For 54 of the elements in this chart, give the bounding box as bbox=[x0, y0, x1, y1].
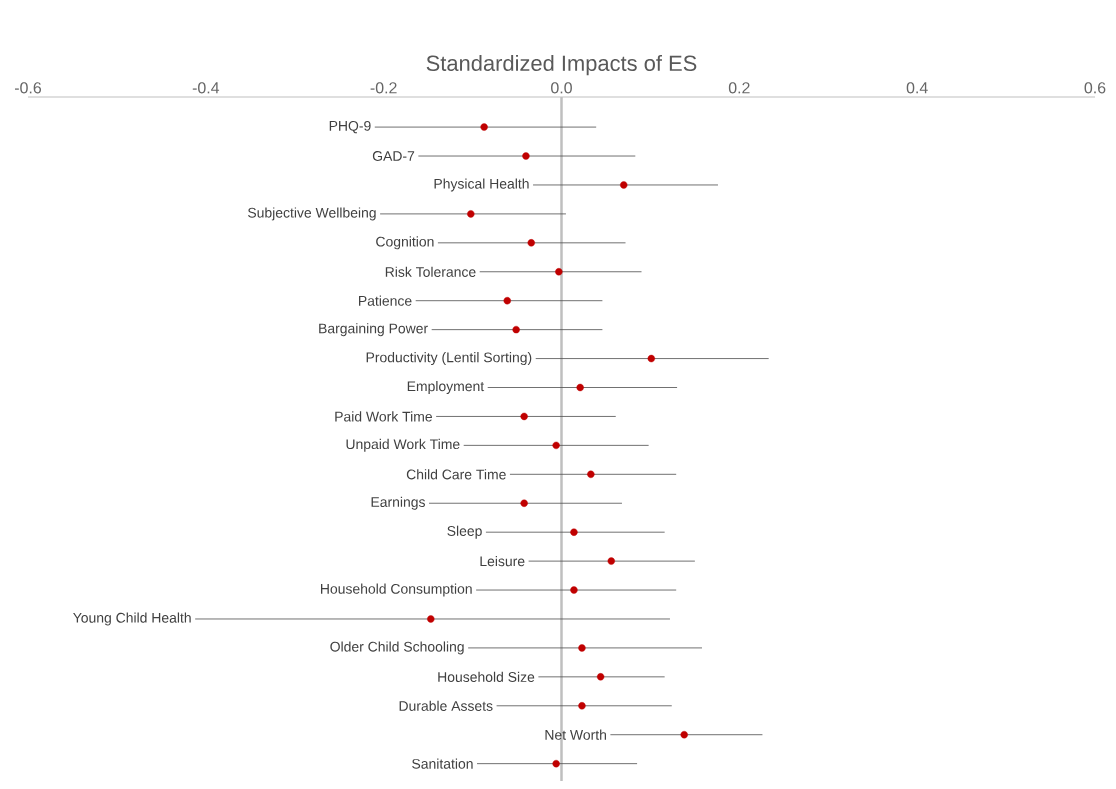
point bbox=[587, 470, 595, 478]
x-tick-label: -0.6 bbox=[14, 82, 42, 94]
y-tick-label: Net Worth bbox=[545, 729, 606, 740]
point bbox=[578, 702, 586, 710]
y-tick-label: GAD-7 bbox=[372, 151, 415, 161]
point bbox=[503, 297, 511, 305]
point bbox=[570, 528, 578, 536]
point bbox=[647, 354, 655, 363]
y-tick-label: Household Consumption bbox=[321, 583, 472, 597]
point bbox=[620, 181, 628, 189]
x-tick-label: -0.2 bbox=[370, 82, 397, 94]
x-tick-label: 0.2 bbox=[728, 82, 750, 94]
y-tick-label: Earnings bbox=[371, 496, 425, 510]
y-tick-label: Cognition bbox=[376, 236, 434, 250]
y-tick-label: Risk Tolerance bbox=[385, 266, 476, 277]
point bbox=[607, 557, 615, 565]
point bbox=[555, 268, 563, 276]
point bbox=[520, 412, 528, 421]
y-tick-label: Leisure bbox=[480, 555, 525, 567]
y-tick-label: Physical Health bbox=[434, 178, 529, 192]
point bbox=[512, 325, 520, 334]
y-tick-label: Sanitation bbox=[412, 758, 473, 769]
y-tick-label: Older Child Schooling bbox=[330, 641, 464, 655]
point bbox=[596, 673, 605, 681]
x-tick-label: 0.0 bbox=[551, 82, 572, 94]
y-tick-label: PHQ-9 bbox=[329, 120, 371, 134]
y-tick-label: Bargaining Power bbox=[319, 323, 428, 337]
y-tick-label: Sleep bbox=[447, 525, 482, 539]
y-tick-label: Patience bbox=[359, 295, 412, 306]
x-axis-title: Standardized Impacts of ES bbox=[426, 54, 697, 76]
x-tick-label: 0.4 bbox=[906, 82, 928, 94]
point bbox=[527, 239, 535, 247]
y-tick-label: Paid Work Time bbox=[335, 411, 432, 422]
point bbox=[467, 210, 475, 218]
y-tick-label: Child Care Time bbox=[406, 469, 506, 480]
y-tick-label: Household Size bbox=[438, 671, 535, 682]
y-tick-label: Productivity (Lentil Sorting) bbox=[366, 352, 532, 366]
x-tick-label: -0.4 bbox=[192, 82, 220, 94]
point bbox=[480, 123, 488, 131]
y-tick-label: Young Child Health bbox=[73, 612, 191, 626]
point bbox=[522, 152, 530, 160]
y-tick-label: Unpaid Work Time bbox=[346, 438, 460, 452]
point bbox=[427, 615, 435, 623]
y-tick-label: Durable Assets bbox=[399, 700, 493, 711]
point bbox=[576, 383, 584, 392]
x-tick-label: 0.6 bbox=[1084, 82, 1106, 94]
point bbox=[570, 586, 578, 594]
y-tick-label: Employment bbox=[407, 381, 485, 394]
point bbox=[520, 499, 528, 507]
point bbox=[578, 644, 586, 652]
point bbox=[552, 759, 560, 768]
point bbox=[680, 731, 688, 739]
point bbox=[552, 441, 560, 450]
y-tick-label: Subjective Wellbeing bbox=[248, 207, 376, 221]
